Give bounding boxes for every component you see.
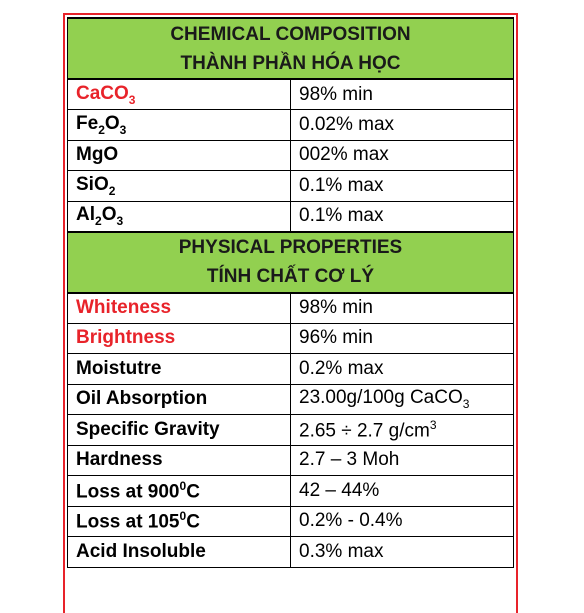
title-line: CHEMICAL COMPOSITION [170, 23, 411, 45]
text: 96% min [299, 327, 373, 349]
title-line: TÍNH CHẤT CƠ LÝ [206, 266, 375, 287]
property-label: Whiteness [67, 292, 291, 324]
text: 23.00g/100g CaCO [299, 387, 463, 409]
superscript: 0 [179, 478, 187, 493]
section-title: PHYSICAL PROPERTIES TÍNH CHẤT CƠ LÝ [67, 230, 514, 294]
property-row: MgO 002% max [67, 139, 514, 171]
property-value: 0.2% max [290, 353, 514, 385]
property-row: Loss at 1050C 0.2% - 0.4% [67, 505, 514, 537]
property-row: Moistutre 0.2% max [67, 353, 514, 385]
property-label: MgO [67, 139, 291, 171]
property-row: Acid Insoluble 0.3% max [67, 536, 514, 568]
text: Fe [76, 112, 99, 134]
text: Loss at 900 [76, 480, 180, 502]
property-label: Hardness [67, 444, 291, 476]
property-row: Hardness 2.7 – 3 Moh [67, 444, 514, 476]
property-label: Loss at 1050C [67, 505, 291, 537]
text: 98% min [299, 297, 373, 318]
property-value: 0.1% max [290, 170, 514, 202]
property-value: 98% min [290, 292, 514, 324]
text: 0.3% max [299, 540, 384, 562]
text: Brightness [76, 327, 176, 349]
text: Loss at 105 [76, 511, 180, 533]
subscript: 2 [98, 122, 105, 137]
section-header: PHYSICAL PROPERTIES TÍNH CHẤT CƠ LÝ [67, 230, 514, 294]
text: 002% max [299, 144, 389, 166]
text: 2.65 ÷ 2.7 g/cm [299, 419, 430, 441]
text: 0.1% max [299, 205, 384, 226]
title-line: PHYSICAL PROPERTIES [178, 237, 403, 258]
title-line: THÀNH PHẦN HÓA HỌC [180, 52, 401, 74]
property-row: SiO2 0.1% max [67, 170, 514, 202]
property-label: SiO2 [67, 170, 291, 202]
text: C [186, 511, 200, 533]
subscript: 3 [119, 122, 127, 137]
property-label: CaCO3 [67, 78, 291, 110]
subscript: 3 [116, 213, 124, 228]
property-value: 98% min [290, 78, 514, 110]
property-label: Fe2O3 [67, 109, 291, 141]
text: 2.7 – 3 Moh [299, 449, 400, 471]
property-value: 002% max [290, 139, 514, 171]
property-label: Specific Gravity [67, 414, 291, 446]
property-value: 2.7 – 3 Moh [290, 444, 514, 476]
text: O [101, 204, 117, 226]
property-row: CaCO3 98% min [67, 78, 514, 110]
property-label: Al2O3 [67, 200, 291, 232]
superscript: 0 [179, 509, 187, 524]
text: 0.02% max [299, 113, 395, 135]
property-value: 0.2% - 0.4% [290, 505, 514, 537]
property-label: Oil Absorption [67, 383, 291, 415]
text: 0.1% max [299, 174, 384, 196]
property-label: Loss at 9000C [67, 475, 291, 507]
text: MgO [76, 144, 119, 166]
text: Al [76, 204, 95, 226]
property-value: 0.3% max [290, 536, 514, 568]
property-row: Brightness 96% min [67, 322, 514, 354]
property-value: 2.65 ÷ 2.7 g/cm3 [290, 414, 514, 446]
property-row: Loss at 9000C 42 – 44% [67, 475, 514, 507]
subscript: 3 [128, 92, 136, 107]
property-row: Specific Gravity 2.65 ÷ 2.7 g/cm3 [67, 414, 514, 446]
composition-table: CHEMICAL COMPOSITION THÀNH PHẦN HÓA HỌC Ca… [67, 17, 514, 568]
property-row: Whiteness 98% min [67, 292, 514, 324]
frame: CHEMICAL COMPOSITION THÀNH PHẦN HÓA HỌC Ca… [63, 13, 518, 613]
text: C [186, 480, 200, 502]
property-label: Moistutre [67, 353, 291, 385]
subscript: 2 [95, 213, 102, 228]
text: Oil Absorption [76, 388, 208, 410]
text: 98% min [299, 83, 373, 105]
property-label: Brightness [67, 322, 291, 354]
subscript: 3 [462, 397, 470, 412]
property-label: Acid Insoluble [67, 536, 291, 568]
property-value: 23.00g/100g CaCO3 [290, 383, 514, 415]
text: 0.2% max [299, 357, 384, 379]
property-row: Oil Absorption 23.00g/100g CaCO3 [67, 383, 514, 415]
subscript: 2 [108, 183, 116, 198]
property-row: Fe2O3 0.02% max [67, 109, 514, 141]
property-value: 0.1% max [290, 200, 514, 232]
text: Hardness [76, 449, 163, 471]
text: SiO [76, 173, 109, 195]
text: Whiteness [76, 297, 172, 318]
text: CaCO [76, 82, 129, 104]
property-row: Al2O3 0.1% max [67, 200, 514, 232]
text: 42 – 44% [299, 479, 380, 501]
text: Specific Gravity [76, 418, 220, 440]
text: Moistutre [76, 357, 162, 379]
section-title: CHEMICAL COMPOSITION THÀNH PHẦN HÓA HỌC [67, 17, 514, 80]
property-value: 0.02% max [290, 109, 514, 141]
property-value: 96% min [290, 322, 514, 354]
section-header: CHEMICAL COMPOSITION THÀNH PHẦN HÓA HỌC [67, 17, 514, 80]
superscript: 3 [429, 417, 437, 432]
text: O [104, 112, 120, 134]
text: Acid Insoluble [76, 540, 206, 562]
property-value: 42 – 44% [290, 475, 514, 507]
text: 0.2% - 0.4% [299, 510, 403, 532]
